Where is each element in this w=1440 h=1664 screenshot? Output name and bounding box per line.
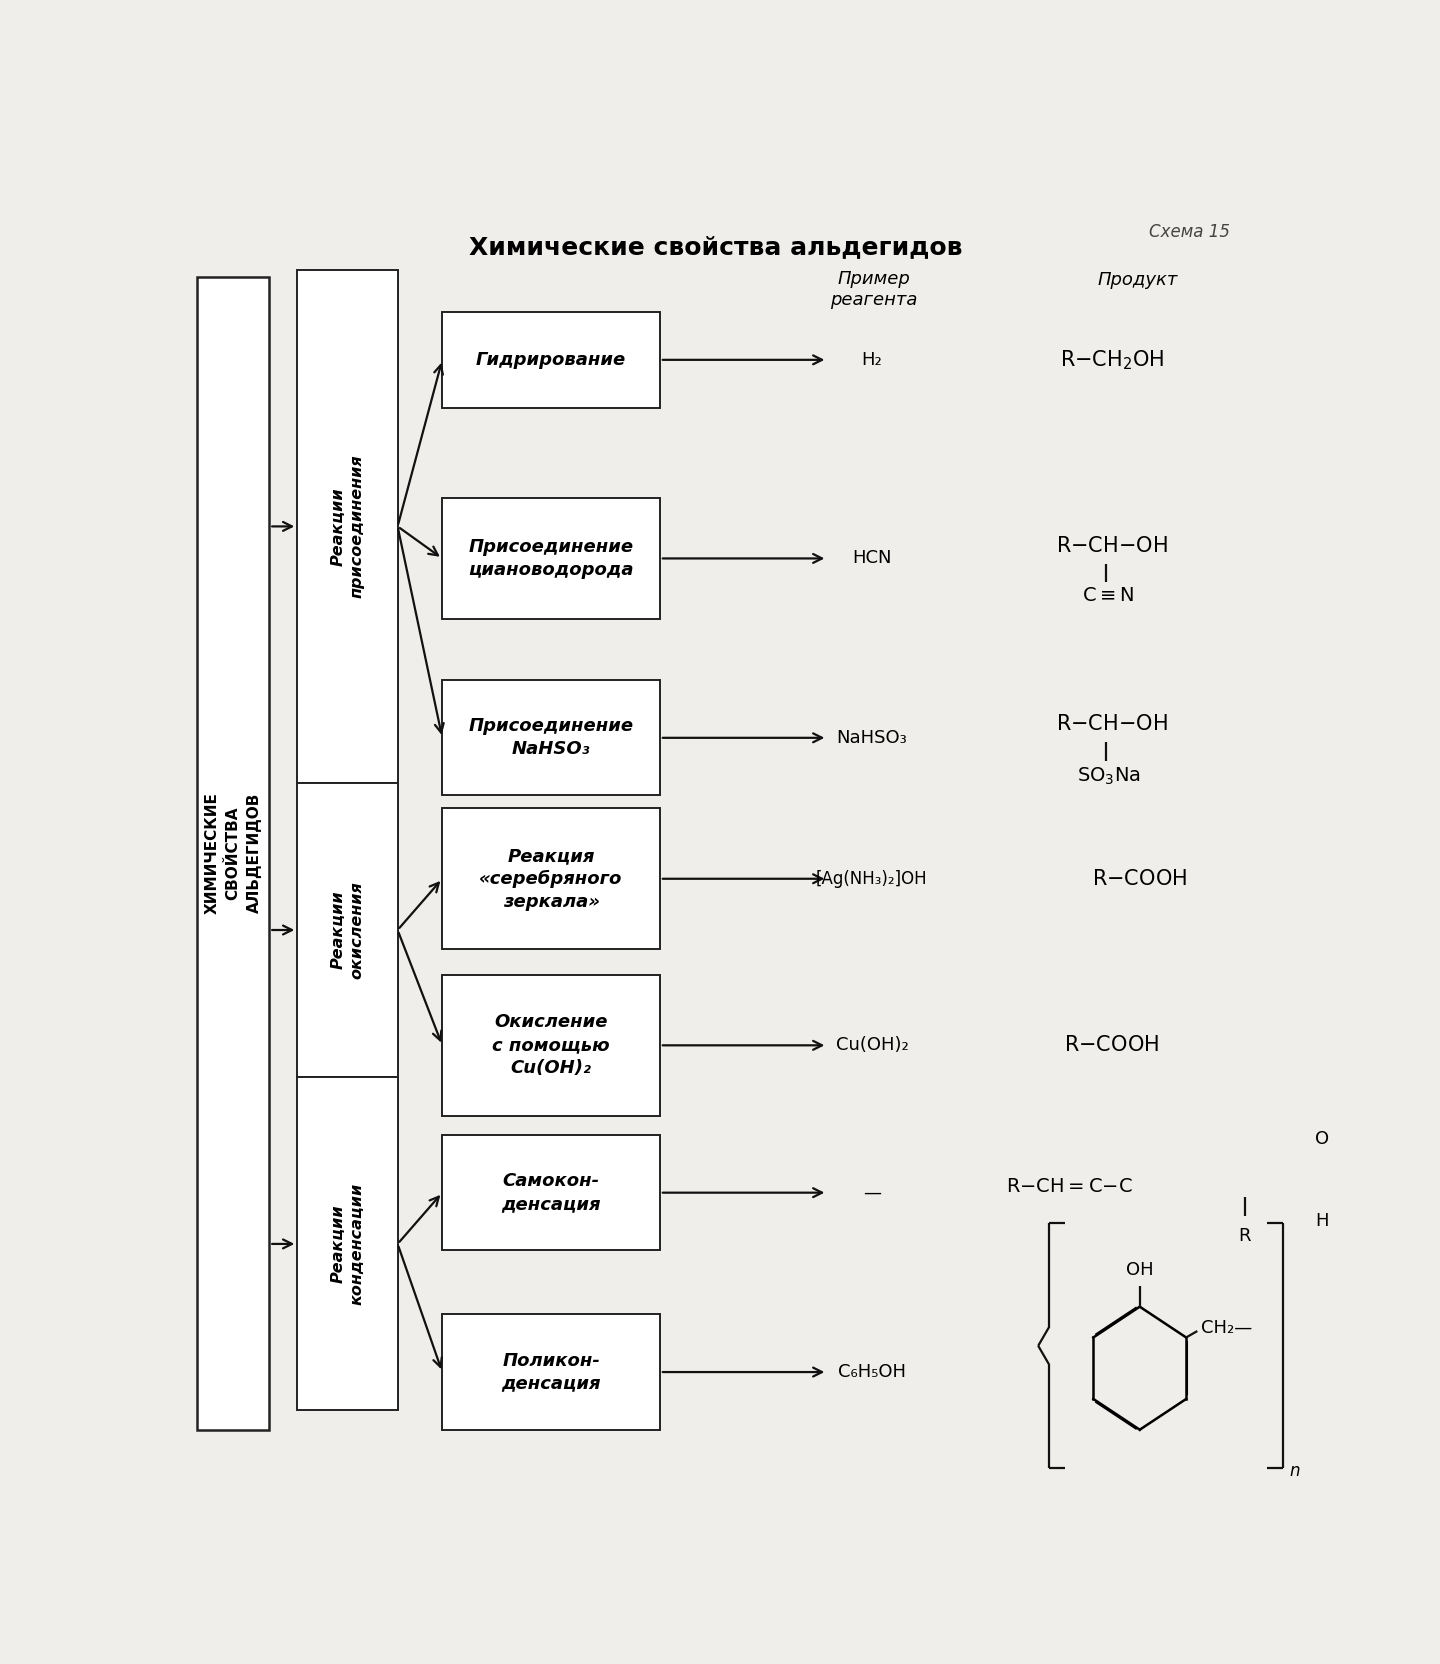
FancyBboxPatch shape: [442, 1135, 660, 1250]
Text: Присоединение
NaHSO₃: Присоединение NaHSO₃: [468, 717, 634, 759]
Text: CH₂—: CH₂—: [1201, 1320, 1251, 1338]
Text: Окисление
с помощью
Cu(OH)₂: Окисление с помощью Cu(OH)₂: [492, 1013, 611, 1077]
FancyBboxPatch shape: [442, 311, 660, 408]
FancyBboxPatch shape: [442, 1315, 660, 1429]
FancyBboxPatch shape: [197, 276, 269, 1429]
Text: C₆H₅OH: C₆H₅OH: [838, 1363, 906, 1381]
Text: Поликон-
денсация: Поликон- денсация: [501, 1351, 600, 1393]
Text: NaHSO₃: NaHSO₃: [837, 729, 907, 747]
Text: R$-$CH$_2$OH: R$-$CH$_2$OH: [1060, 348, 1164, 371]
Text: Схема 15: Схема 15: [1149, 223, 1230, 241]
FancyBboxPatch shape: [442, 498, 660, 619]
Text: R$-$COOH: R$-$COOH: [1092, 869, 1188, 889]
Text: —: —: [863, 1183, 881, 1201]
Text: H: H: [1315, 1211, 1329, 1230]
Text: Реакции
конденсации: Реакции конденсации: [330, 1183, 364, 1305]
Text: R$-$CH$=$C$-$C: R$-$CH$=$C$-$C: [1005, 1176, 1132, 1196]
Text: Cu(OH)₂: Cu(OH)₂: [835, 1037, 909, 1055]
Text: C$\equiv$N: C$\equiv$N: [1083, 586, 1135, 606]
FancyBboxPatch shape: [297, 270, 397, 782]
Text: OH: OH: [1126, 1261, 1153, 1278]
FancyBboxPatch shape: [442, 975, 660, 1117]
Text: R: R: [1238, 1228, 1251, 1245]
FancyBboxPatch shape: [442, 809, 660, 948]
Text: ХИМИЧЕСКИЕ
СВОЙСТВА
АЛЬДЕГИДОВ: ХИМИЧЕСКИЕ СВОЙСТВА АЛЬДЕГИДОВ: [204, 792, 262, 914]
FancyBboxPatch shape: [297, 782, 397, 1077]
Text: R$-$CH$-$OH: R$-$CH$-$OH: [1056, 536, 1168, 556]
Text: Пример
реагента: Пример реагента: [831, 270, 917, 310]
Text: [Ag(NH₃)₂]OH: [Ag(NH₃)₂]OH: [816, 870, 927, 889]
Text: Реакции
окисления: Реакции окисления: [330, 882, 364, 978]
Text: Самокон-
денсация: Самокон- денсация: [501, 1171, 600, 1213]
Text: Химические свойства альдегидов: Химические свойства альдегидов: [469, 236, 962, 260]
Text: R$-$CH$-$OH: R$-$CH$-$OH: [1056, 714, 1168, 734]
Text: Присоединение
циановодорода: Присоединение циановодорода: [468, 537, 634, 579]
Text: Продукт: Продукт: [1097, 271, 1178, 290]
FancyBboxPatch shape: [442, 681, 660, 795]
Text: O: O: [1315, 1130, 1329, 1148]
Text: SO$_3$Na: SO$_3$Na: [1077, 765, 1140, 787]
FancyBboxPatch shape: [297, 1077, 397, 1411]
Text: R$-$COOH: R$-$COOH: [1064, 1035, 1159, 1055]
Text: HCN: HCN: [852, 549, 891, 567]
Text: H₂: H₂: [861, 351, 883, 369]
Text: Реакция
«серебряного
зеркала»: Реакция «серебряного зеркала»: [480, 847, 622, 910]
Text: n: n: [1289, 1461, 1300, 1479]
Text: Реакции
присоединения: Реакции присоединения: [330, 454, 364, 599]
Text: Гидрирование: Гидрирование: [477, 351, 626, 369]
